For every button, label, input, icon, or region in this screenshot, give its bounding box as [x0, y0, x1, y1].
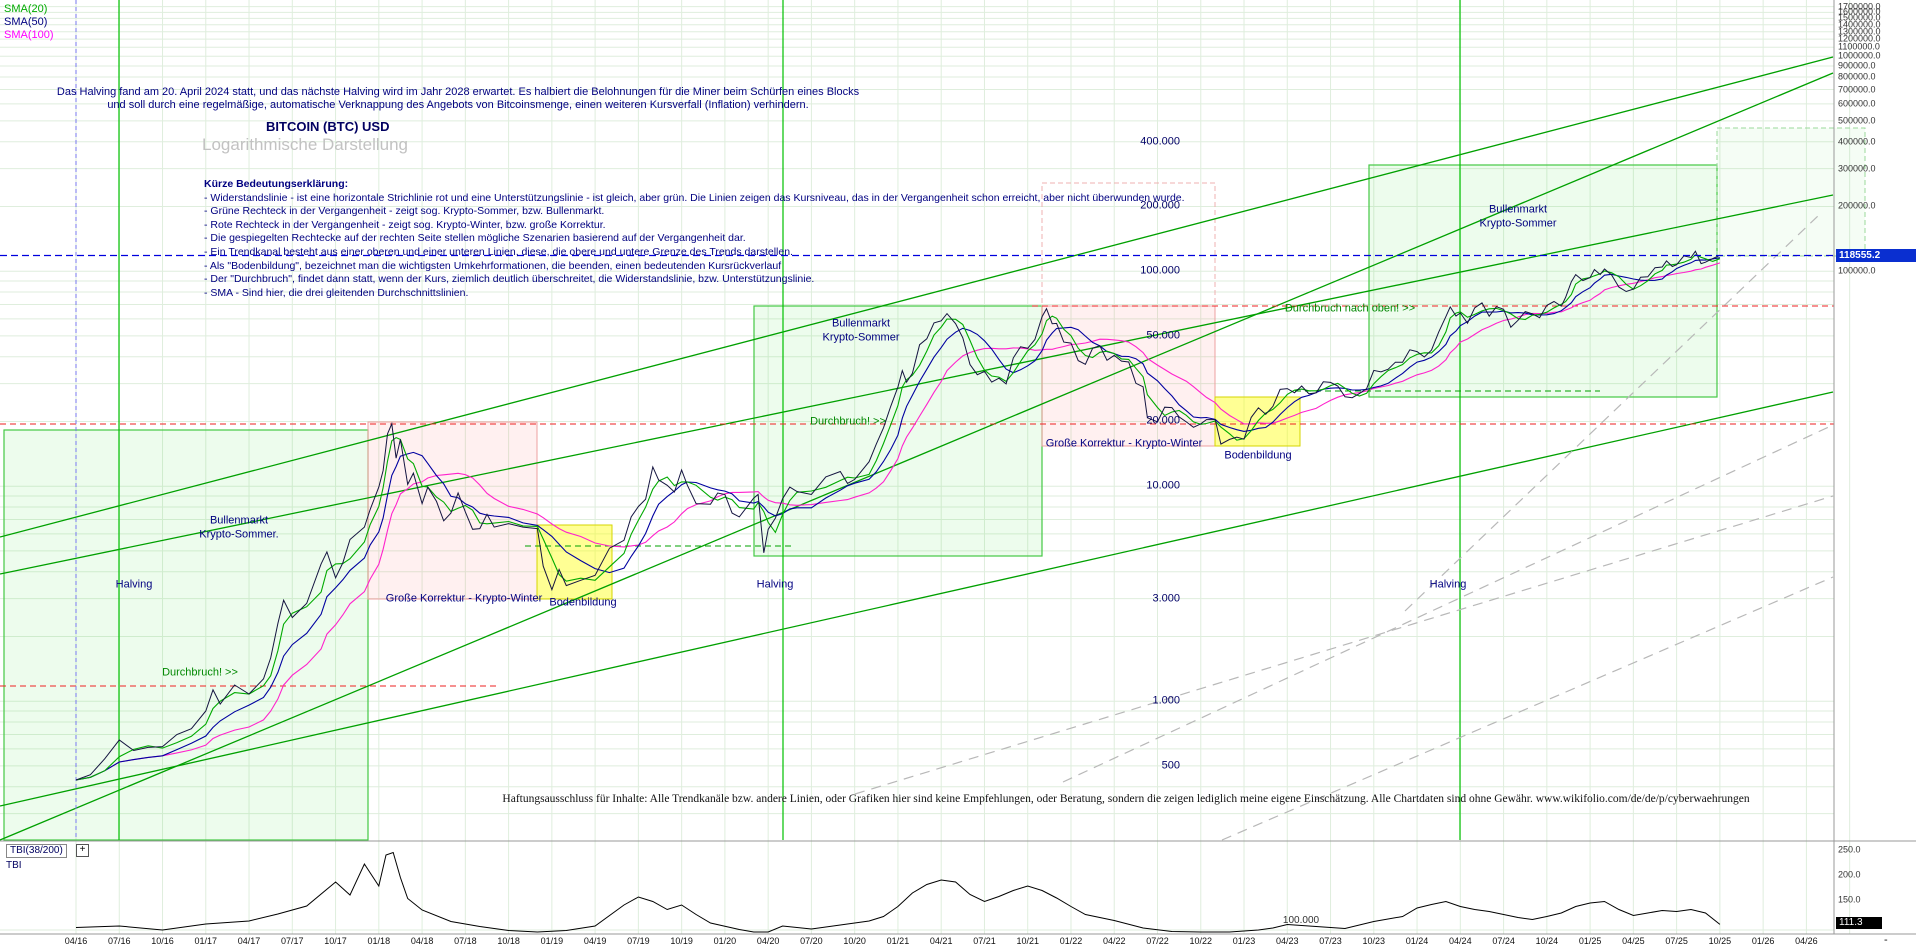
current-price-tag: 118555.2	[1836, 249, 1916, 262]
disclaimer-text: Haftungsausschluss für Inhalte: Alle Tre…	[502, 793, 1750, 805]
sma-legend: SMA(20) SMA(50) SMA(100)	[4, 3, 54, 42]
rect-mirror-green	[1716, 127, 1866, 257]
explanation-line-8: - SMA - Sind hier, die drei gleitenden D…	[204, 286, 469, 299]
rect-mirror-red	[1041, 182, 1216, 307]
scroll-button[interactable]: -	[1884, 934, 1888, 946]
tbi-indicator-label[interactable]: TBI(38/200)	[6, 844, 67, 858]
explanation-line-7: - Der "Durchbruch", findet dann statt, w…	[204, 273, 815, 286]
halving-note-line1: Das Halving fand am 20. April 2024 statt…	[56, 86, 860, 98]
price-series-line	[75, 250, 1721, 781]
explanation-line-3: - Rote Rechteck in der Vergangenheit - z…	[204, 218, 606, 231]
halving-note: Das Halving fand am 20. April 2024 statt…	[8, 86, 908, 112]
chart-subtitle: Logarithmische Darstellung	[202, 135, 408, 154]
overlay-line-green	[0, 391, 1834, 807]
legend-sma50: SMA(50)	[4, 16, 48, 28]
overlay-line-green	[0, 194, 1834, 575]
legend-explanation: Kürze Bedeutungserklärung: - Widerstands…	[204, 178, 1185, 299]
explanation-line-2: - Grüne Rechteck in der Vergangenheit - …	[204, 205, 605, 218]
sma100-line	[75, 262, 1721, 781]
legend-sma20: SMA(20)	[4, 3, 48, 15]
halving-note-line2: und soll durch eine regelmäßige, automat…	[107, 99, 809, 111]
tbi-indicator-text: TBI(38/200)	[10, 845, 63, 856]
expand-icon[interactable]: +	[76, 844, 89, 857]
explanation-heading: Kürze Bedeutungserklärung:	[204, 178, 349, 190]
chart-title: BITCOIN (BTC) USD	[266, 119, 390, 134]
sma50-line	[75, 257, 1720, 781]
overlay-line-gray	[1221, 576, 1834, 841]
overlay-line-gray	[854, 495, 1834, 795]
explanation-lines: - Widerstandslinie - ist eine horizontal…	[204, 192, 1185, 299]
tbi-current-tag: 111.3	[1836, 917, 1882, 929]
rect-bull	[3, 429, 369, 841]
rect-bull	[753, 305, 1043, 557]
overlay-line-green	[0, 56, 1834, 538]
rect-winter	[1041, 305, 1216, 447]
explanation-line-5: - Ein Trendkanal besteht aus einer obere…	[204, 245, 793, 258]
explanation-line-6: - Als "Bodenbildung", bezeichnet man die…	[204, 259, 782, 272]
rect-boden	[536, 524, 613, 600]
sma20-line	[75, 254, 1721, 781]
rect-bull	[1368, 164, 1718, 398]
tbi-line	[75, 851, 1721, 933]
overlay-line-gray	[1062, 424, 1834, 783]
tbi-label: TBI	[6, 860, 22, 871]
explanation-line-4: - Die gespiegelten Rechtecke auf der rec…	[204, 232, 746, 245]
legend-sma100: SMA(100)	[4, 29, 54, 41]
overlay-line-green	[0, 72, 1834, 841]
explanation-line-1: - Widerstandslinie - ist eine horizontal…	[204, 191, 1185, 204]
overlay-line-gray	[1404, 213, 1821, 612]
